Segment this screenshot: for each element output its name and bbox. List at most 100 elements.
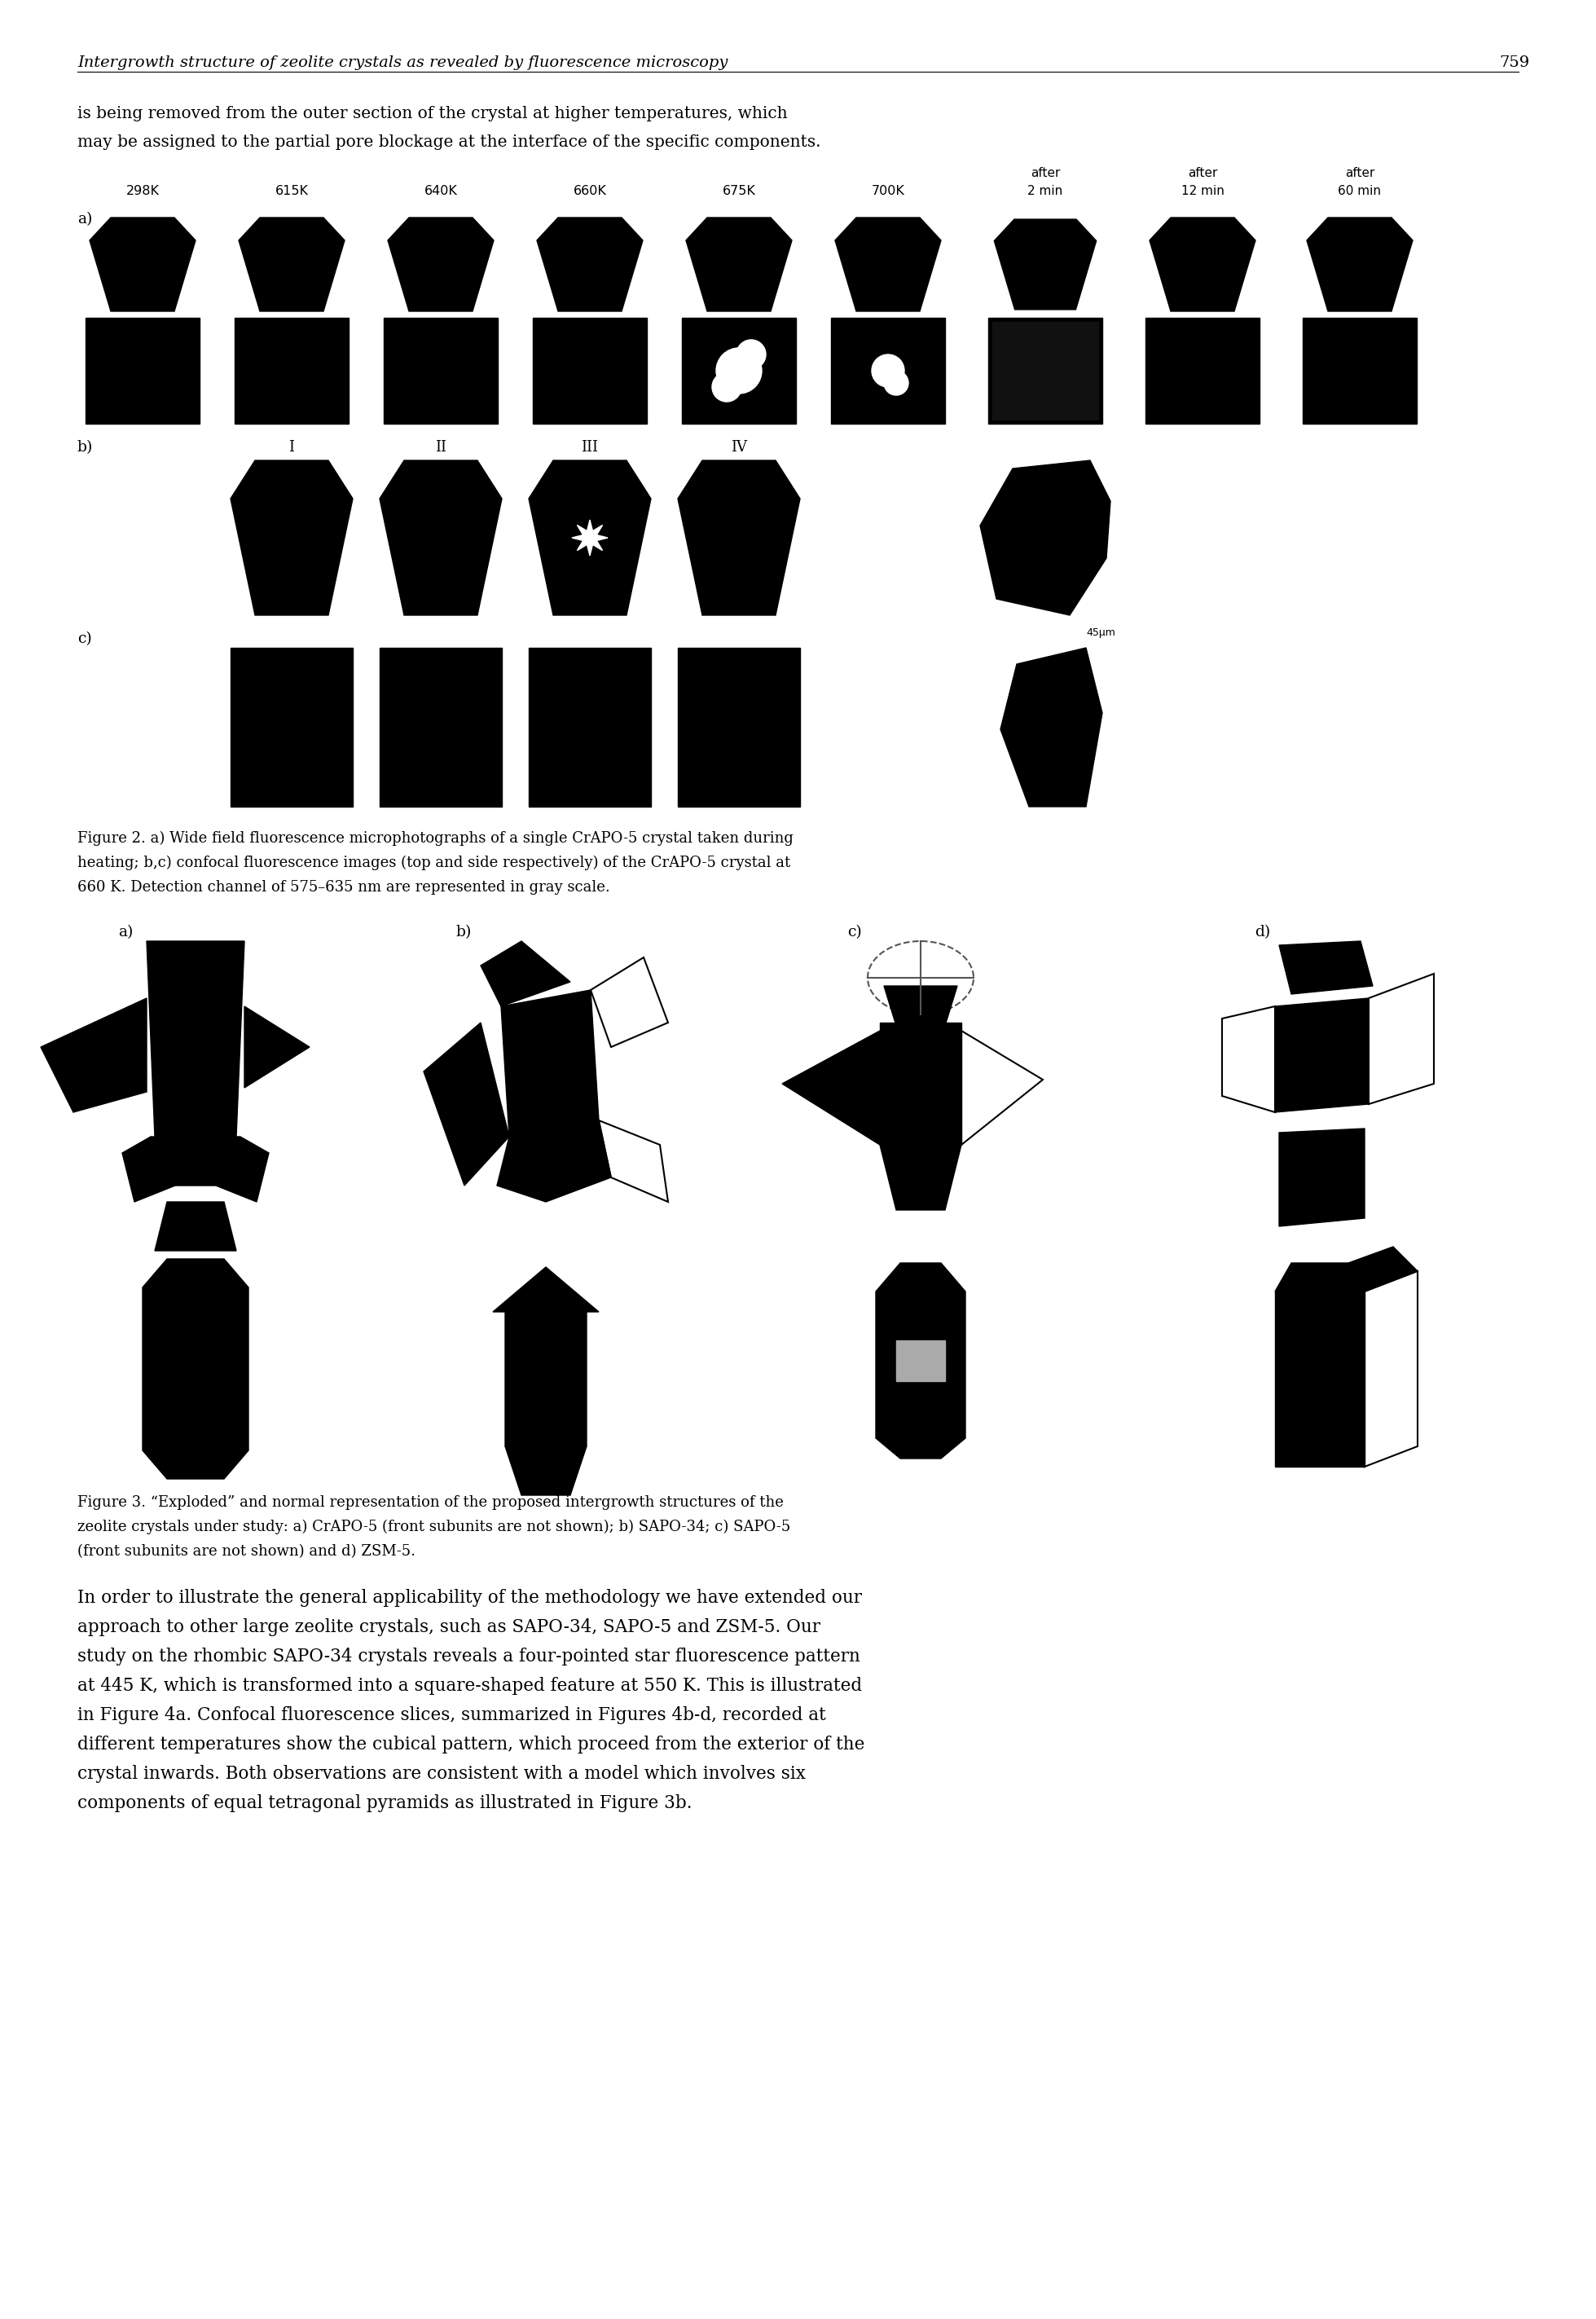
Text: crystal inwards. Both observations are consistent with a model which involves si: crystal inwards. Both observations are c… — [77, 1765, 806, 1783]
Bar — [988, 318, 1103, 424]
Polygon shape — [480, 942, 570, 1006]
Text: zeolite crystals under study: a) CrAPO-5 (front subunits are not shown); b) SAPO: zeolite crystals under study: a) CrAPO-5… — [77, 1519, 790, 1535]
Polygon shape — [1275, 997, 1369, 1113]
Polygon shape — [876, 1264, 966, 1459]
Bar — [380, 647, 501, 807]
Circle shape — [871, 355, 905, 387]
Polygon shape — [678, 461, 800, 615]
Polygon shape — [1307, 218, 1412, 311]
Polygon shape — [244, 1006, 310, 1088]
Text: components of equal tetragonal pyramids as illustrated in Figure 3b.: components of equal tetragonal pyramids … — [77, 1795, 693, 1811]
Polygon shape — [41, 997, 147, 1113]
Polygon shape — [155, 1201, 236, 1250]
Bar — [1146, 318, 1259, 424]
Bar — [86, 318, 200, 424]
Text: (front subunits are not shown) and d) ZSM-5.: (front subunits are not shown) and d) ZS… — [77, 1544, 415, 1558]
Text: 12 min: 12 min — [1181, 186, 1224, 197]
Polygon shape — [1275, 1292, 1365, 1466]
Text: Intergrowth structure of zeolite crystals as revealed by fluorescence microscopy: Intergrowth structure of zeolite crystal… — [77, 56, 728, 70]
Text: 759: 759 — [1499, 56, 1529, 70]
Polygon shape — [239, 218, 345, 311]
Text: a): a) — [77, 211, 93, 227]
Text: 60 min: 60 min — [1337, 186, 1381, 197]
Polygon shape — [496, 1120, 611, 1201]
Polygon shape — [493, 1266, 598, 1447]
Text: 700K: 700K — [871, 186, 905, 197]
Text: different temperatures show the cubical pattern, which proceed from the exterior: different temperatures show the cubical … — [77, 1735, 865, 1753]
Text: after: after — [1031, 167, 1060, 179]
Polygon shape — [980, 461, 1111, 615]
Polygon shape — [150, 1136, 241, 1185]
Text: a): a) — [118, 925, 132, 939]
Polygon shape — [501, 990, 598, 1136]
Bar — [681, 318, 796, 424]
Text: III: III — [581, 441, 598, 455]
Bar — [832, 318, 945, 424]
Text: 660 K. Detection channel of 575–635 nm are represented in gray scale.: 660 K. Detection channel of 575–635 nm a… — [77, 879, 610, 895]
Text: b): b) — [77, 441, 93, 455]
Circle shape — [884, 371, 908, 394]
Polygon shape — [686, 218, 792, 311]
Polygon shape — [1149, 218, 1256, 311]
Polygon shape — [1349, 1248, 1417, 1292]
Polygon shape — [89, 218, 196, 311]
Text: study on the rhombic SAPO-34 crystals reveals a four-pointed star fluorescence p: study on the rhombic SAPO-34 crystals re… — [77, 1646, 860, 1665]
Bar — [230, 647, 353, 807]
Polygon shape — [423, 1023, 509, 1185]
Text: heating; b,c) confocal fluorescence images (top and side respectively) of the Cr: heating; b,c) confocal fluorescence imag… — [77, 856, 790, 870]
Bar — [1302, 318, 1417, 424]
Text: Figure 2. a) Wide field fluorescence microphotographs of a single CrAPO-5 crysta: Figure 2. a) Wide field fluorescence mic… — [77, 830, 793, 846]
Polygon shape — [571, 519, 608, 557]
Polygon shape — [1001, 647, 1103, 807]
Polygon shape — [835, 218, 942, 311]
Polygon shape — [884, 986, 958, 1039]
Text: 2 min: 2 min — [1028, 186, 1063, 197]
Text: c): c) — [77, 631, 93, 647]
Text: Figure 3. “Exploded” and normal representation of the proposed intergrowth struc: Figure 3. “Exploded” and normal represen… — [77, 1496, 784, 1510]
Text: after: after — [1187, 167, 1218, 179]
Polygon shape — [1278, 942, 1373, 995]
Text: 615K: 615K — [275, 186, 308, 197]
Polygon shape — [879, 1023, 961, 1146]
Text: approach to other large zeolite crystals, such as SAPO-34, SAPO-5 and ZSM-5. Our: approach to other large zeolite crystals… — [77, 1619, 820, 1637]
Bar — [383, 318, 498, 424]
Polygon shape — [230, 461, 353, 615]
Text: 660K: 660K — [573, 186, 606, 197]
Bar — [533, 318, 646, 424]
Text: In order to illustrate the general applicability of the methodology we have exte: In order to illustrate the general appli… — [77, 1589, 862, 1607]
Polygon shape — [528, 461, 651, 615]
Circle shape — [736, 341, 766, 369]
Polygon shape — [123, 1136, 176, 1201]
Text: b): b) — [456, 925, 472, 939]
Polygon shape — [536, 218, 643, 311]
Polygon shape — [147, 942, 244, 1136]
Polygon shape — [380, 461, 501, 615]
Bar — [235, 318, 348, 424]
Polygon shape — [215, 1136, 268, 1201]
Text: 675K: 675K — [723, 186, 755, 197]
Text: 45μm: 45μm — [1085, 628, 1116, 638]
Text: after: after — [1345, 167, 1374, 179]
Polygon shape — [993, 218, 1098, 311]
Polygon shape — [504, 1447, 587, 1496]
Bar — [897, 1340, 945, 1382]
Circle shape — [712, 373, 742, 401]
Text: IV: IV — [731, 441, 747, 455]
Text: d): d) — [1254, 925, 1270, 939]
Polygon shape — [879, 1146, 961, 1211]
Polygon shape — [142, 1259, 249, 1480]
Text: 640K: 640K — [425, 186, 458, 197]
Text: at 445 K, which is transformed into a square-shaped feature at 550 K. This is il: at 445 K, which is transformed into a sq… — [77, 1677, 862, 1695]
Text: is being removed from the outer section of the crystal at higher temperatures, w: is being removed from the outer section … — [77, 107, 787, 121]
Polygon shape — [1278, 1129, 1365, 1227]
Text: in Figure 4a. Confocal fluorescence slices, summarized in Figures 4b-d, recorded: in Figure 4a. Confocal fluorescence slic… — [77, 1707, 825, 1723]
Polygon shape — [782, 1030, 879, 1146]
Text: may be assigned to the partial pore blockage at the interface of the specific co: may be assigned to the partial pore bloc… — [77, 135, 820, 151]
Text: I: I — [289, 441, 295, 455]
Polygon shape — [388, 218, 493, 311]
Text: II: II — [436, 441, 447, 455]
Text: c): c) — [847, 925, 862, 939]
Bar — [993, 322, 1098, 420]
Polygon shape — [1275, 1264, 1365, 1292]
Text: 298K: 298K — [126, 186, 160, 197]
